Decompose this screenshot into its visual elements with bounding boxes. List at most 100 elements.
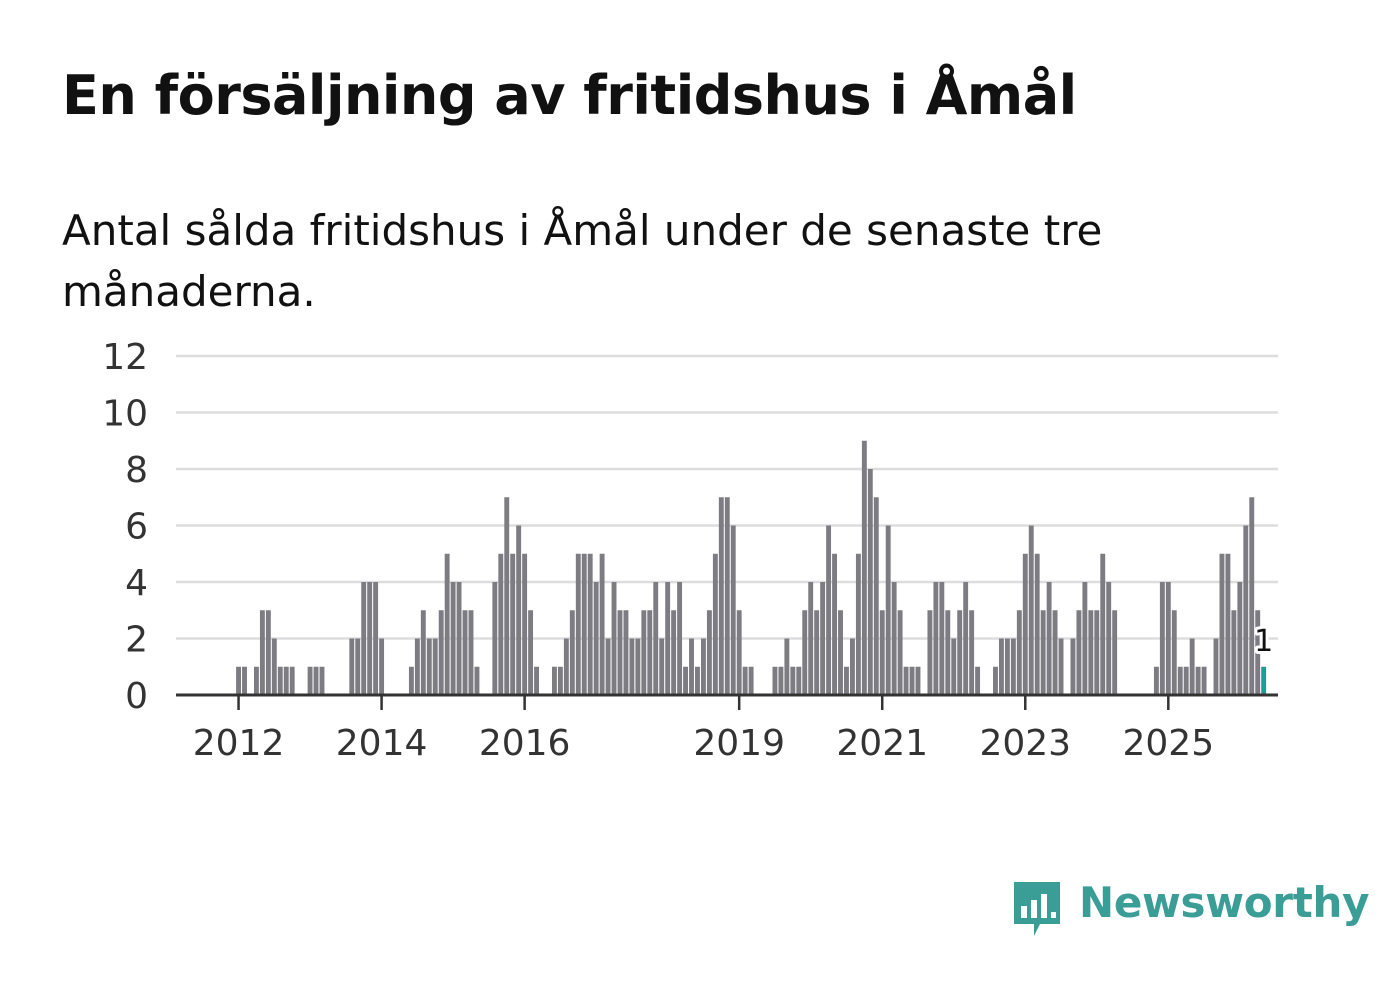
newsworthy-logo-text: Newsworthy: [1079, 878, 1370, 927]
bar: [510, 553, 516, 695]
chart-title: En försäljning av fritidshus i Åmål: [62, 64, 1077, 127]
bar: [1004, 638, 1010, 695]
bar: [855, 553, 861, 695]
bar: [349, 638, 355, 695]
y-tick-label: 10: [102, 394, 148, 435]
bar: [832, 553, 837, 695]
bar: [1243, 525, 1249, 695]
bar: [617, 610, 623, 695]
bar: [939, 582, 945, 695]
bar: [897, 610, 903, 695]
bar: [784, 638, 790, 695]
bar: [528, 610, 534, 695]
bar: [1094, 610, 1100, 695]
bar: [671, 610, 677, 695]
bar: [289, 666, 295, 695]
bar: [1237, 582, 1243, 695]
bar: [689, 638, 694, 695]
bar: [772, 666, 778, 695]
bar: [1183, 666, 1189, 695]
bar: [796, 666, 802, 695]
annotations: 1: [1251, 621, 1276, 662]
y-tick-label: 2: [125, 620, 148, 661]
bar: [1171, 610, 1177, 695]
bar: [1076, 610, 1082, 695]
bar: [373, 582, 379, 695]
bar: [522, 553, 528, 695]
bar: [712, 553, 718, 695]
bar: [700, 638, 706, 695]
bar: [319, 666, 325, 695]
bar: [623, 610, 629, 695]
bar: [1082, 582, 1088, 695]
bar: [844, 666, 849, 695]
bar: [927, 610, 933, 695]
bar-chart: 0 2 4 6 8 10 12 2012 2014 2016 2019 2021 2023 2025 1: [102, 337, 1278, 764]
bar: [563, 638, 569, 695]
y-tick-label: 6: [125, 507, 148, 548]
bar: [504, 497, 510, 695]
bar: [1022, 553, 1028, 695]
bar: [820, 582, 826, 695]
bar: [1177, 666, 1183, 695]
bar: [534, 666, 539, 695]
bar: [259, 610, 265, 695]
bar: [599, 553, 605, 695]
bar: [1255, 610, 1261, 695]
bar: [695, 666, 700, 695]
x-tick-label: 2014: [336, 723, 428, 764]
bar: [814, 610, 820, 695]
bar: [1016, 610, 1022, 695]
y-tick-label: 0: [125, 676, 148, 717]
newsworthy-logo: Newsworthy: [1010, 878, 1369, 942]
bar: [1153, 666, 1159, 695]
bar: [456, 582, 462, 695]
bar: [1219, 553, 1225, 695]
bar: [271, 638, 277, 695]
bar: [790, 666, 796, 695]
x-tick-label: 2016: [479, 723, 571, 764]
bar: [426, 638, 432, 695]
bar: [659, 638, 665, 695]
bar: [873, 497, 879, 695]
bar: [1010, 638, 1016, 695]
x-axis-ticks: 2012 2014 2016 2019 2021 2023 2025: [193, 695, 1214, 764]
bar: [611, 582, 617, 695]
x-tick-label: 2023: [979, 723, 1071, 764]
bar: [1213, 638, 1219, 695]
bar: [969, 610, 975, 695]
bar: [432, 638, 438, 695]
chart-subtitle: Antal sålda fritidshus i Åmål under de s…: [62, 206, 1103, 316]
bar: [975, 666, 981, 695]
bar: [993, 666, 998, 695]
gridlines: [176, 354, 1278, 640]
bar: [1028, 525, 1034, 695]
x-tick-label: 2021: [836, 723, 928, 764]
bar: [462, 610, 468, 695]
y-axis-ticks: 0 2 4 6 8 10 12: [102, 337, 148, 717]
bar: [641, 610, 647, 695]
bar: [1189, 638, 1195, 695]
bar: [730, 525, 736, 695]
bar: [677, 582, 683, 695]
bar: [945, 610, 951, 695]
bar: [802, 610, 808, 695]
bar: [998, 638, 1004, 695]
bar: [593, 582, 599, 695]
bar: [355, 638, 361, 695]
bar: [283, 666, 289, 695]
bar: [575, 553, 581, 695]
bar: [879, 610, 885, 695]
bar: [414, 638, 420, 695]
bar: [1231, 610, 1237, 695]
bar: [706, 610, 712, 695]
newsworthy-logo-icon: [1014, 882, 1060, 936]
bar: [420, 610, 426, 695]
bar: [635, 638, 641, 695]
bar: [867, 469, 873, 695]
bar: [891, 582, 897, 695]
bar: [605, 638, 611, 695]
bar: [474, 666, 480, 695]
bar: [838, 610, 843, 695]
bar: [951, 638, 957, 695]
